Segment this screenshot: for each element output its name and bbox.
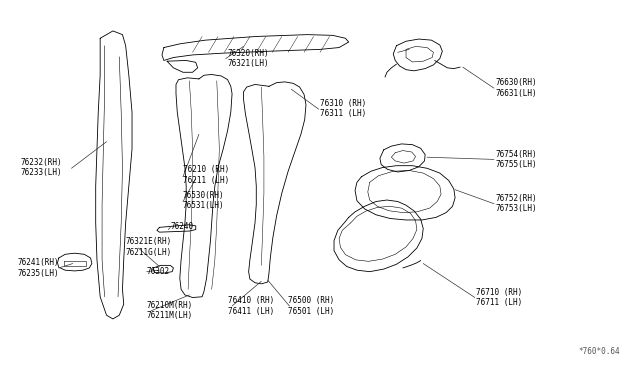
Text: *760*0.64: *760*0.64 [578, 347, 620, 356]
Text: 76710 (RH)
76711 (LH): 76710 (RH) 76711 (LH) [476, 288, 522, 307]
Text: 76240: 76240 [170, 222, 193, 231]
Text: 76241(RH)
76235(LH): 76241(RH) 76235(LH) [17, 258, 59, 278]
Text: 76754(RH)
76755(LH): 76754(RH) 76755(LH) [495, 150, 537, 169]
Text: 76302: 76302 [147, 267, 170, 276]
Text: 76630(RH)
76631(LH): 76630(RH) 76631(LH) [495, 78, 537, 98]
Text: 76410 (RH)
76411 (LH): 76410 (RH) 76411 (LH) [228, 296, 274, 316]
Text: 76210M(RH)
76211M(LH): 76210M(RH) 76211M(LH) [147, 301, 193, 321]
Text: 76320(RH)
76321(LH): 76320(RH) 76321(LH) [228, 49, 269, 68]
Text: 76210 (RH)
76211 (LH): 76210 (RH) 76211 (LH) [183, 165, 229, 185]
Text: 76321E(RH)
76211G(LH): 76321E(RH) 76211G(LH) [125, 237, 172, 257]
Text: 76500 (RH)
76501 (LH): 76500 (RH) 76501 (LH) [288, 296, 334, 316]
Text: 76530(RH)
76531(LH): 76530(RH) 76531(LH) [183, 191, 225, 211]
Text: 76752(RH)
76753(LH): 76752(RH) 76753(LH) [495, 194, 537, 214]
Text: 76232(RH)
76233(LH): 76232(RH) 76233(LH) [20, 158, 62, 177]
Text: 76310 (RH)
76311 (LH): 76310 (RH) 76311 (LH) [320, 99, 366, 118]
